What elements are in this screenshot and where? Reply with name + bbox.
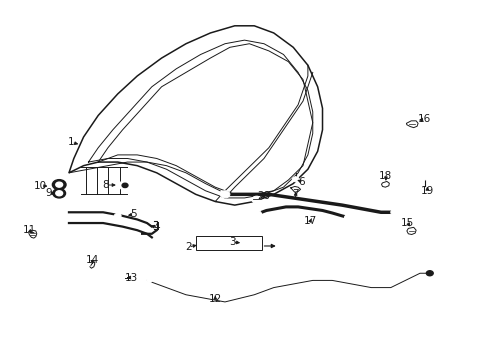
Circle shape — [115, 273, 128, 283]
Text: 6: 6 — [298, 177, 305, 187]
Circle shape — [344, 214, 353, 221]
Circle shape — [122, 183, 128, 188]
Text: 13: 13 — [124, 273, 138, 283]
Text: 8: 8 — [102, 180, 109, 190]
Circle shape — [119, 181, 131, 190]
Polygon shape — [69, 26, 322, 205]
Circle shape — [52, 180, 66, 190]
Circle shape — [146, 278, 152, 283]
Text: 7: 7 — [292, 189, 298, 199]
Bar — [195, 236, 261, 250]
Circle shape — [426, 271, 432, 276]
Text: 12: 12 — [208, 294, 222, 304]
Circle shape — [251, 196, 261, 203]
Text: 16: 16 — [417, 114, 430, 124]
Text: 19: 19 — [420, 186, 433, 197]
Polygon shape — [381, 181, 388, 187]
Circle shape — [292, 177, 299, 182]
Circle shape — [50, 187, 68, 200]
Circle shape — [53, 189, 65, 198]
Circle shape — [56, 182, 62, 187]
Text: 18: 18 — [379, 171, 392, 181]
Text: 17: 17 — [303, 216, 316, 226]
Circle shape — [119, 275, 124, 280]
Circle shape — [220, 191, 229, 198]
Text: 3: 3 — [228, 237, 235, 247]
Circle shape — [50, 178, 68, 192]
Text: 2: 2 — [185, 242, 191, 252]
Polygon shape — [29, 230, 37, 238]
Text: 15: 15 — [401, 218, 414, 228]
Text: 11: 11 — [22, 225, 36, 235]
Circle shape — [251, 211, 261, 218]
Circle shape — [263, 240, 272, 246]
Text: 5: 5 — [130, 210, 136, 220]
Circle shape — [390, 209, 400, 216]
Text: 4: 4 — [153, 222, 160, 232]
Text: 10: 10 — [34, 181, 47, 191]
Polygon shape — [406, 121, 417, 128]
Text: 9: 9 — [45, 188, 52, 198]
Circle shape — [420, 174, 428, 180]
Text: 1: 1 — [68, 138, 75, 147]
Text: 20: 20 — [257, 191, 270, 201]
Circle shape — [114, 213, 121, 219]
Text: 14: 14 — [85, 255, 99, 265]
Circle shape — [56, 191, 62, 196]
Polygon shape — [406, 227, 415, 234]
